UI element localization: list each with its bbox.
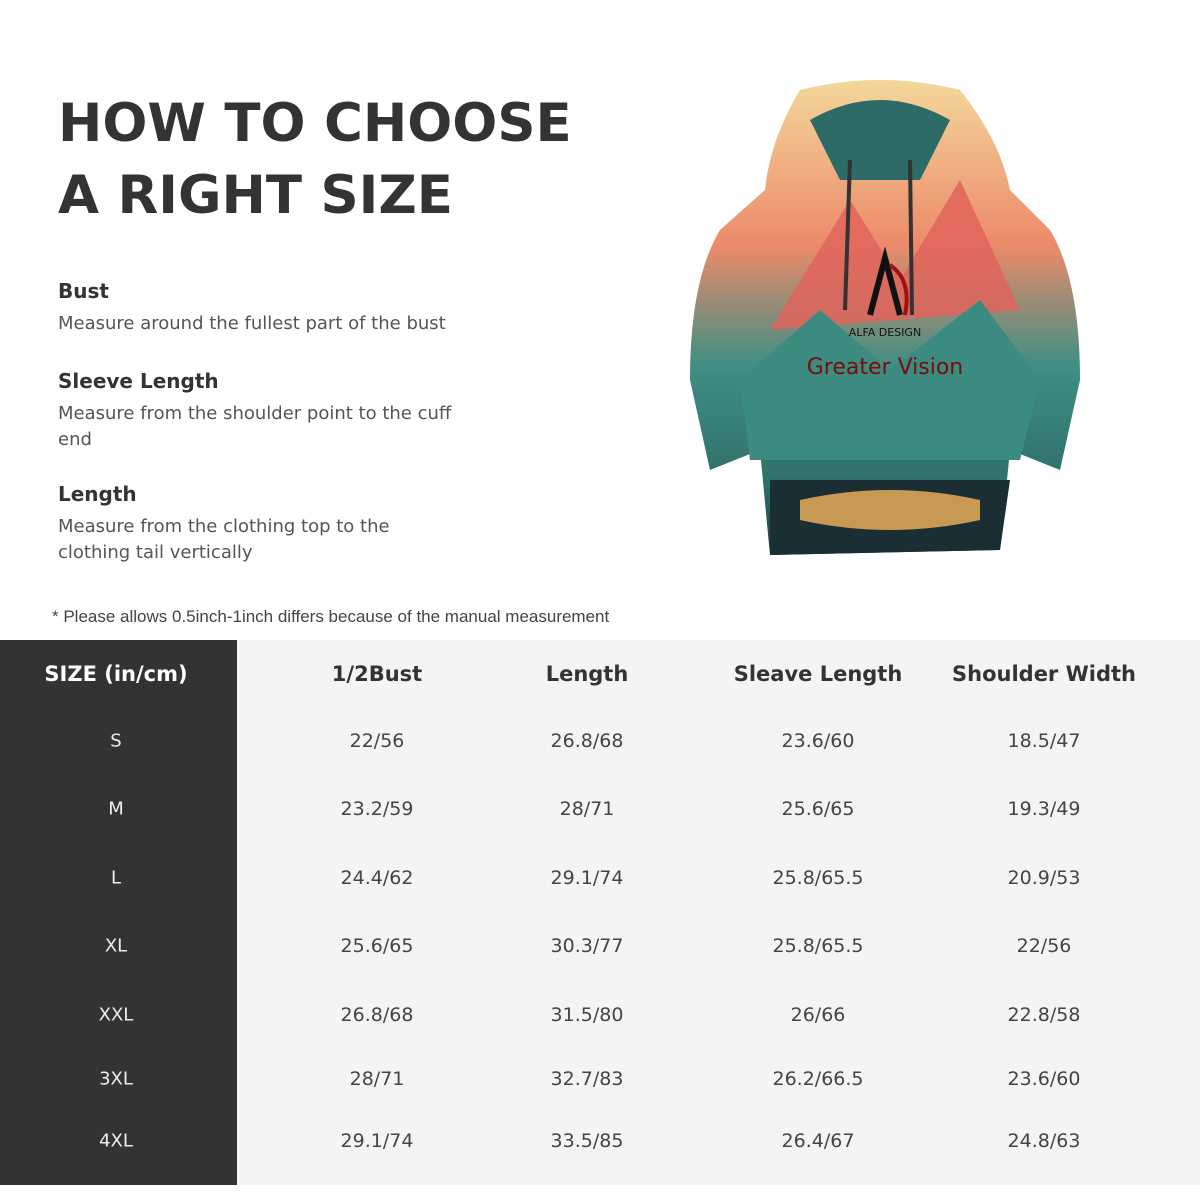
table-cell: 29.1/74 — [340, 1130, 414, 1152]
measurement-note: * Please allows 0.5inch-1inch differs be… — [52, 607, 610, 626]
table-cell: 20.9/53 — [1007, 867, 1081, 889]
guide-text: Measure around the fullest part of the b… — [58, 313, 446, 334]
table-cell: 24.8/63 — [1007, 1130, 1081, 1152]
page-title: HOW TO CHOOSE A RIGHT SIZE — [58, 88, 572, 232]
table-cell: 23.6/60 — [781, 730, 855, 752]
size-column — [0, 640, 237, 1185]
table-cell: 22.8/58 — [1007, 1004, 1081, 1026]
table-cell: 23.6/60 — [1007, 1068, 1081, 1090]
guide-heading: Sleeve Length — [58, 369, 219, 393]
guide-text: Measure from the clothing top to the clo… — [58, 516, 390, 563]
table-cell: 26/66 — [790, 1004, 846, 1026]
slogan-text: Greater Vision — [807, 355, 963, 380]
logo-text: ALFA DESIGN — [849, 326, 921, 339]
table-cell: 26.8/68 — [340, 1004, 414, 1026]
size-label: S — [110, 730, 122, 752]
table-cell: 33.5/85 — [550, 1130, 624, 1152]
table-cell: 31.5/80 — [550, 1004, 624, 1026]
column-header: SIZE (in/cm) — [44, 662, 188, 686]
table-cell: 23.2/59 — [340, 798, 414, 820]
column-header: 1/2Bust — [331, 662, 423, 686]
size-label: M — [108, 798, 124, 820]
guide-heading: Bust — [58, 279, 109, 303]
size-label: XXL — [98, 1004, 134, 1026]
table-cell: 25.6/65 — [340, 935, 414, 957]
table-cell: 22/56 — [1016, 935, 1072, 957]
title-line-1: HOW TO CHOOSE — [58, 93, 572, 154]
column-header: Length — [545, 662, 629, 686]
table-cell: 24.4/62 — [340, 867, 414, 889]
size-table: SIZE (in/cm) 1/2Bust Length Sleave Length Sh… — [0, 640, 1200, 1185]
table-cell: 25.6/65 — [781, 798, 855, 820]
table-cell: 18.5/47 — [1007, 730, 1081, 752]
size-label: XL — [104, 935, 128, 957]
size-label: 4XL — [99, 1130, 133, 1152]
column-header: Sleave Length — [733, 662, 903, 686]
table-cell: 25.8/65.5 — [772, 867, 864, 889]
table-cell: 19.3/49 — [1007, 798, 1081, 820]
table-cell: 26.4/67 — [781, 1130, 855, 1152]
table-cell: 25.8/65.5 — [772, 935, 864, 957]
table-cell: 26.2/66.5 — [772, 1068, 864, 1090]
table-cell: 28/71 — [559, 798, 615, 820]
guide-sleeve-length: Sleeve Length Measure from the shoulder … — [58, 369, 478, 453]
size-label: L — [110, 867, 122, 889]
column-header: Shoulder Width — [952, 662, 1136, 686]
guide-length: Length Measure from the clothing top to … — [58, 482, 458, 566]
table-cell: 32.7/83 — [550, 1068, 624, 1090]
guide-heading: Length — [58, 482, 137, 506]
table-cell: 26.8/68 — [550, 730, 624, 752]
title-line-2: A RIGHT SIZE — [58, 165, 453, 226]
size-label: 3XL — [99, 1068, 133, 1090]
table-cell: 30.3/77 — [550, 935, 624, 957]
hoodie-product-image: ALFA DESIGN Greater Vision — [680, 80, 1090, 564]
table-cell: 29.1/74 — [550, 867, 624, 889]
table-cell: 28/71 — [349, 1068, 405, 1090]
table-cell: 22/56 — [349, 730, 405, 752]
guide-bust: Bust Measure around the fullest part of … — [58, 279, 528, 337]
guide-text: Measure from the shoulder point to the c… — [58, 403, 452, 450]
